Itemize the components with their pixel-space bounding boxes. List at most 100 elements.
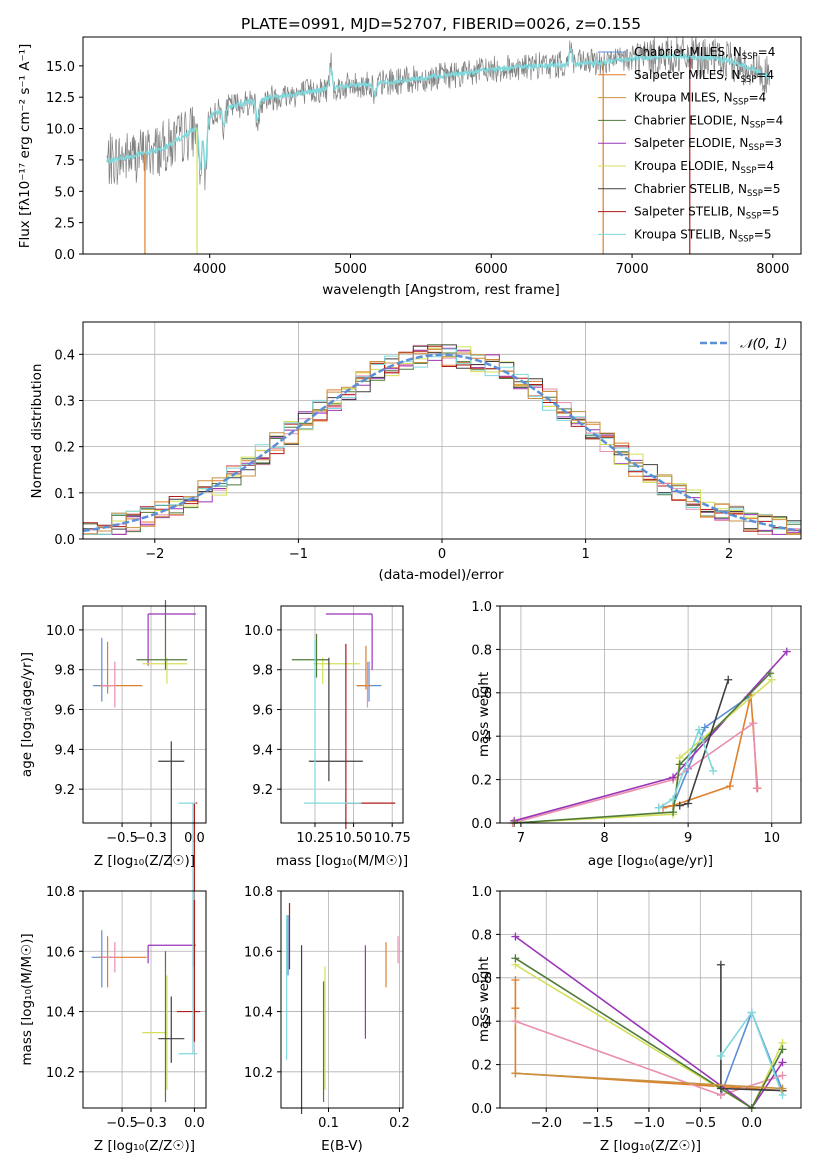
errorbar (356, 661, 382, 702)
residual-frame (82, 321, 802, 540)
x-tick-label: 5000 (334, 262, 367, 277)
weight-point (716, 1051, 725, 1060)
y-tick-label: 0.0 (54, 533, 75, 548)
y-tick-label: 1.0 (471, 600, 492, 615)
y-tick-label: 10.4 (46, 1006, 75, 1021)
weight-line (514, 679, 773, 824)
x-tick-label: 10 (763, 831, 780, 846)
weight-line (514, 672, 771, 824)
weight-point (669, 773, 678, 782)
weight_vs_age-panel: 7 8 9 10 0.0 0.2 0.4 0.6 0.8 1.0 age [log₁₀(age/yr… (471, 600, 802, 869)
y-tick-label: 10.2 (46, 1066, 75, 1081)
gaussian-legend-label: 𝒩(0, 1) (740, 337, 787, 352)
y-tick-label: 0.8 (471, 928, 492, 943)
panel-frame (280, 890, 404, 1109)
weight-point (716, 1084, 725, 1093)
y-tick-label: 9.6 (54, 704, 75, 719)
legend-label: Salpeter MILES, NSSP=4 (634, 68, 774, 85)
weight-point (694, 725, 703, 734)
y-tick-label: 9.2 (54, 783, 75, 798)
legend-label: Kroupa ELODIE, NSSP=4 (634, 159, 774, 176)
weight-point (675, 760, 684, 769)
y-tick-label: 7.5 (54, 154, 75, 169)
y-tick-label: 0.2 (471, 774, 492, 789)
errorbar (91, 930, 112, 988)
chart-title: PLATE=0991, MJD=52707, FIBERID=0026, z=0… (241, 15, 641, 33)
errorbar (158, 741, 185, 867)
x-tick-label: −2 (145, 547, 164, 562)
weight-point (669, 808, 678, 817)
y-tick-label: 0.0 (471, 817, 492, 832)
x-axis-label: E(B-V) (321, 1138, 363, 1154)
x-axis-label: age [log₁₀(age/yr)] (588, 853, 713, 869)
residual-plot-area (82, 344, 802, 535)
spectrum-ticks: 4000 5000 6000 7000 8000 0.0 2.5 5.0 7.5 10.0 12.5… (46, 60, 789, 277)
errorbar (101, 661, 116, 708)
weight-point (724, 675, 733, 684)
legend-label: Chabrier STELIB, NSSP=5 (634, 182, 781, 199)
x-tick-label: 7000 (616, 262, 649, 277)
y-tick-label: 0.2 (471, 1059, 492, 1074)
weight-point (778, 1071, 787, 1080)
age_vs_mass-panel: 10.25 10.50 10.75 9.2 9.4 9.6 9.8 10.0 mass [log… (244, 605, 411, 869)
errorbar (147, 613, 196, 666)
errorbar (313, 657, 360, 684)
mass_vs_Z-panel: −0.5−0.3 0.0 10.2 10.4 10.6 10.8 Z [log₁₀(Z/Z☉… (19, 885, 207, 1154)
y-tick-label: 0.6 (471, 972, 492, 987)
x-tick-label: −1 (289, 547, 308, 562)
y-axis-label: mass [log₁₀(M/M☉)] (19, 933, 35, 1065)
weight-point (782, 647, 791, 656)
x-tick-label: 10.75 (374, 831, 411, 846)
x-tick-label: −0.3 (135, 831, 167, 846)
histogram-step (83, 348, 801, 535)
x-tick-label: 10.50 (335, 831, 372, 846)
legend-label: Kroupa MILES, NSSP=4 (634, 91, 766, 108)
age_vs_Z-panel: −0.5−0.30.09.29.49.69.810.0Z [log₁₀(Z/Z☉… (19, 600, 207, 967)
x-tick-label: 0.0 (184, 1116, 205, 1131)
x-tick-label: 4000 (193, 262, 226, 277)
y-tick-label: 15.0 (46, 60, 75, 75)
weight-point (700, 723, 709, 732)
errorbar (136, 600, 188, 670)
y-tick-label: 0.0 (54, 248, 75, 263)
weight-point (747, 1008, 756, 1017)
weight-point (709, 766, 718, 775)
weight-point (669, 795, 678, 804)
y-tick-label: 2.5 (54, 217, 75, 232)
x-tick-label: 0.1 (318, 1116, 339, 1131)
y-tick-label: 9.4 (252, 743, 273, 758)
panel-frame (82, 890, 207, 1109)
weight-point (766, 669, 775, 678)
y-tick-label: 9.2 (252, 783, 273, 798)
panel-frame (280, 605, 404, 824)
errorbar (308, 657, 363, 782)
x-tick-label: 2 (725, 547, 733, 562)
x-tick-label: −1.0 (633, 1116, 665, 1131)
spectrum-xlabel: wavelength [Angstrom, rest frame] (322, 282, 560, 298)
legend-label: Chabrier MILES, NSSP=4 (634, 45, 775, 62)
y-tick-label: 0.4 (471, 1015, 492, 1030)
errorbar (291, 633, 329, 678)
weight-point (654, 803, 663, 812)
legend-label: Salpeter STELIB, NSSP=5 (634, 205, 779, 222)
x-tick-label: 8 (600, 831, 608, 846)
y-tick-label: 1.0 (471, 885, 492, 900)
y-tick-label: 12.5 (46, 91, 75, 106)
weight-point (778, 1058, 787, 1067)
errorbar (142, 657, 188, 684)
y-tick-label: 9.8 (252, 664, 273, 679)
errorbar (98, 936, 147, 988)
x-tick-label: 9 (684, 831, 692, 846)
weight-line (515, 1072, 783, 1090)
y-tick-label: 5.0 (54, 185, 75, 200)
weight-line (658, 727, 714, 809)
x-tick-label: 0 (438, 547, 446, 562)
x-axis-label: mass [log₁₀(M/M☉)] (276, 853, 408, 869)
x-tick-label: 8000 (756, 262, 789, 277)
weight-point (511, 975, 520, 984)
y-tick-label: 0.0 (471, 1102, 492, 1117)
residual-ylabel: Normed distribution (29, 364, 45, 499)
y-tick-label: 9.6 (252, 704, 273, 719)
spectrum-legend: Chabrier MILES, NSSP=4 Salpeter MILES, NS… (598, 45, 783, 244)
